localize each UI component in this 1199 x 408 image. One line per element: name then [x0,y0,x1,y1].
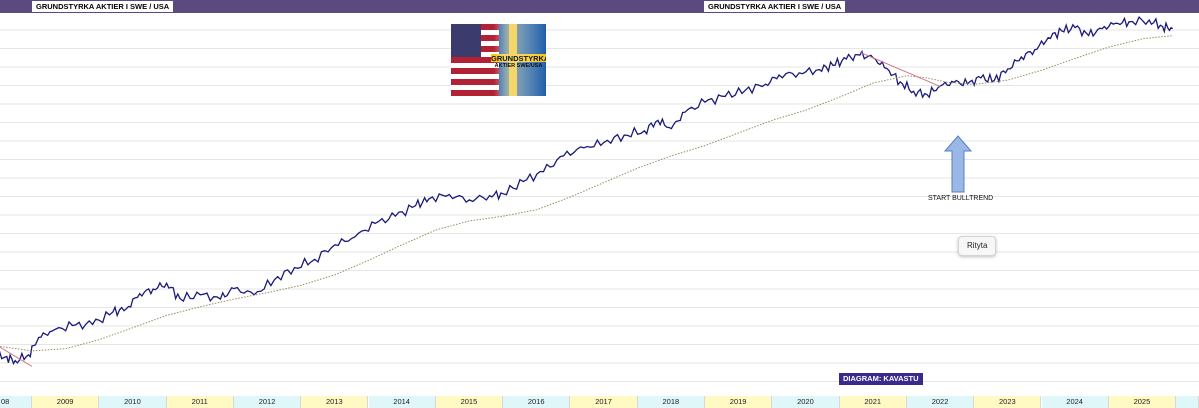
series-layer [0,15,1174,367]
x-tick-label: 2013 [301,396,369,408]
series-line-index [0,15,1174,366]
header-label-right: GRUNDSTYRKA AKTIER I SWE / USA [704,1,846,12]
x-tick-label: 2015 [435,396,504,408]
x-tick-label: 2024 [1041,396,1109,408]
x-tick-label: 2009 [32,396,100,408]
x-tick-label: 2010 [99,396,167,408]
logo-line-1: GRUNDSTYRKA [491,54,546,63]
trendline [0,346,33,367]
logo-image: GRUNDSTYRKA AKTIER SWE/USA [451,24,546,96]
header-bar: GRUNDSTYRKA AKTIER I SWE / USA GRUNDSTYR… [0,0,1199,13]
logo-line-2: AKTIER SWE/USA [494,63,543,69]
x-tick-label: 2022 [906,396,975,408]
x-tick-label: 08 [0,396,32,408]
x-tick-label: 2019 [705,396,773,408]
x-axis-band-tail [1176,396,1199,408]
chart-plot [0,15,1199,382]
x-tick-label: 2012 [233,396,302,408]
diagram-credit-badge: DIAGRAM: KAVASTU [839,373,923,385]
x-tick-label: 2025 [1108,396,1177,408]
gridlines [0,29,1199,382]
x-tick-label: 2014 [368,396,436,408]
plot-area-tooltip: Rityta [958,236,997,256]
x-tick-label: 2016 [503,396,571,408]
series-line-moving-average [0,35,1173,352]
up-arrow-icon [944,135,972,193]
x-tick-label: 2017 [570,396,638,408]
flag-emblem [451,24,546,96]
x-tick-label: 2021 [839,396,907,408]
x-tick-label: 2011 [166,396,234,408]
start-bulltrend-label: START BULLTREND [928,195,994,202]
trendline [859,51,941,88]
x-tick-label: 2020 [772,396,840,408]
x-tick-label: 2023 [974,396,1042,408]
logo-text: GRUNDSTYRKA AKTIER SWE/USA [491,54,546,70]
x-tick-label: 2018 [637,396,705,408]
header-label-left: GRUNDSTYRKA AKTIER I SWE / USA [32,1,174,12]
x-axis-year-band: 08 2009 2010 2011 2012 2013 2014 2015 2016 2017 2… [0,396,1199,408]
